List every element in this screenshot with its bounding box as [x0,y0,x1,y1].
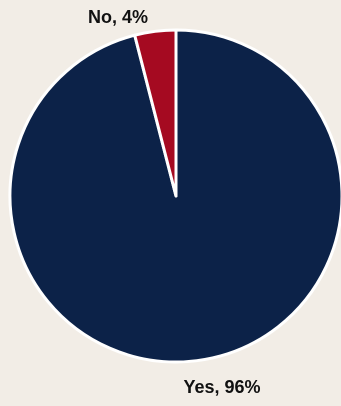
data-label: No, 4% [88,7,148,27]
data-label: Yes, 96% [183,377,260,397]
pie-slice [133,28,178,198]
